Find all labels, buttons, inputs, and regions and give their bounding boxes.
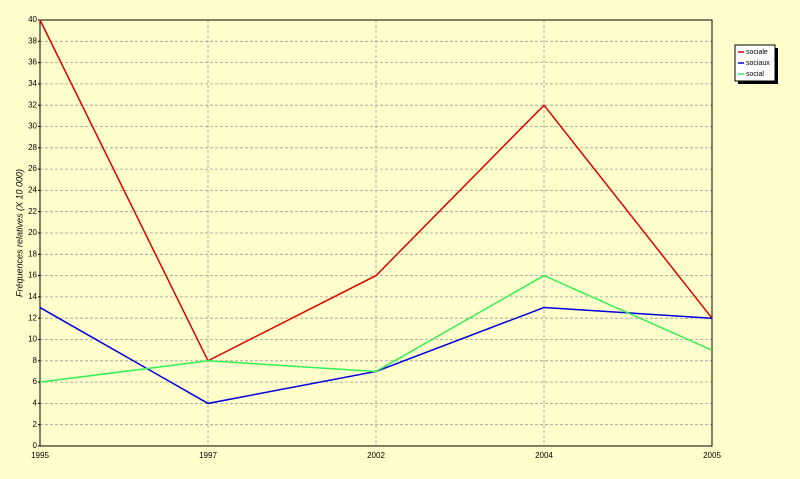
legend-label: social	[746, 71, 764, 78]
y-tick-label: 28	[28, 143, 37, 152]
x-tick-label: 2005	[703, 451, 721, 460]
y-tick-label: 0	[33, 441, 38, 450]
y-tick-label: 10	[28, 335, 37, 344]
y-axis-label: Fréquences relatives (X 10 000)	[14, 169, 24, 297]
y-tick-label: 16	[28, 271, 37, 280]
plot-frame	[39, 19, 713, 447]
series-line	[39, 274, 713, 383]
y-tick-label: 2	[33, 420, 38, 429]
y-tick-label: 12	[28, 313, 37, 322]
series-line	[39, 19, 713, 362]
y-tick-label: 36	[28, 58, 37, 67]
legend-label: sociaux	[746, 60, 770, 67]
y-tick-label: 38	[28, 36, 37, 45]
y-tick-label: 24	[28, 186, 37, 195]
y-tick-label: 32	[28, 100, 37, 109]
y-tick-label: 14	[28, 292, 37, 301]
legend-label: sociale	[746, 49, 768, 56]
x-tick-label: 1995	[31, 451, 49, 460]
y-tick-label: 4	[33, 399, 38, 408]
y-tick-label: 6	[33, 377, 38, 386]
y-tick-label: 30	[28, 122, 37, 131]
x-tick-label: 2002	[367, 451, 385, 460]
y-tick-label: 18	[28, 249, 37, 258]
y-tick-label: 34	[28, 79, 37, 88]
y-tick-label: 40	[28, 15, 37, 24]
y-tick-label: 20	[28, 228, 37, 237]
y-tick-label: 26	[28, 164, 37, 173]
x-tick-label: 1997	[199, 451, 217, 460]
x-tick-label: 2004	[535, 451, 553, 460]
y-tick-label: 22	[28, 207, 37, 216]
y-tick-label: 8	[33, 356, 38, 365]
